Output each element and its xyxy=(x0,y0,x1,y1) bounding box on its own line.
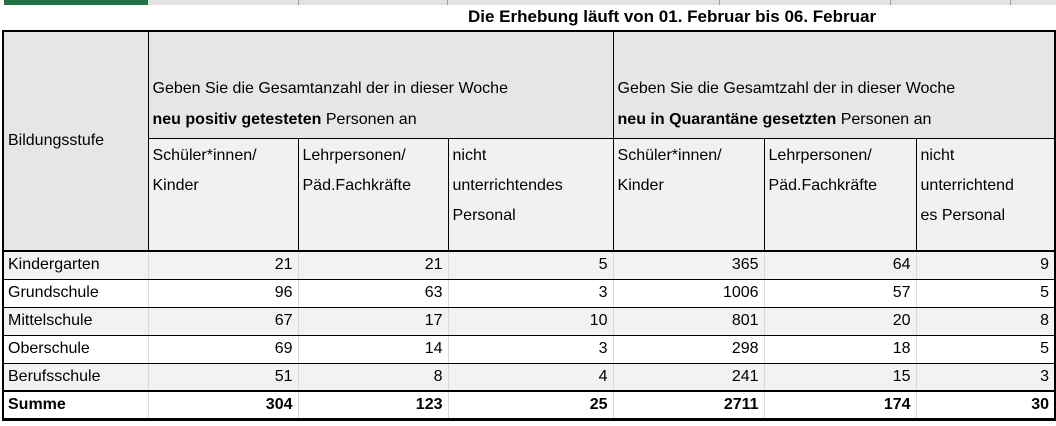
column-header-row: Schüler*innen/ Kinder Lehrpersonen/ Päd.… xyxy=(3,137,1056,252)
group-header-positive[interactable]: Geben Sie die Gesamtanzahl der in dieser… xyxy=(147,30,614,139)
col-header-students-quarantine[interactable]: Schüler*innen/ Kinder xyxy=(612,137,765,252)
total-value-cell[interactable]: 2711 xyxy=(612,390,765,420)
col-header-line: Kinder xyxy=(617,176,664,194)
value-cell[interactable]: 63 xyxy=(297,278,449,308)
column-gridline xyxy=(298,0,299,5)
value-cell[interactable]: 21 xyxy=(297,250,449,280)
col-header-line: Lehrpersonen/ xyxy=(302,146,406,164)
table-row-mittelschule: Mittelschule 67 17 10 801 20 8 xyxy=(2,306,1056,336)
data-table: Bildungsstufe Geben Sie die Gesamtanzahl… xyxy=(2,30,1056,421)
value-cell[interactable]: 5 xyxy=(915,334,1056,364)
table-row-berufsschule: Berufsschule 51 8 4 241 15 3 xyxy=(2,362,1056,392)
total-value-cell[interactable]: 304 xyxy=(147,390,299,420)
group-header-quarantine[interactable]: Geben Sie die Gesamtzahl der in dieser W… xyxy=(612,30,1056,139)
col-header-teachers-positive[interactable]: Lehrpersonen/ Päd.Fachkräfte xyxy=(297,137,449,252)
table-row-grundschule: Grundschule 96 63 3 1006 57 5 xyxy=(2,278,1056,308)
group-header-positive-bold: neu positiv getesteten xyxy=(152,110,322,128)
col-header-line: Kinder xyxy=(152,176,199,194)
value-cell[interactable]: 14 xyxy=(297,334,449,364)
row-label[interactable]: Mittelschule xyxy=(2,306,149,336)
value-cell[interactable]: 10 xyxy=(447,306,614,336)
column-gridline xyxy=(1010,0,1011,5)
col-header-line: Lehrpersonen/ xyxy=(768,146,872,164)
value-cell[interactable]: 51 xyxy=(147,362,299,392)
col-header-line: nicht xyxy=(920,146,955,164)
group-header-row: Bildungsstufe Geben Sie die Gesamtanzahl… xyxy=(2,30,1056,252)
header-bildungsstufe-label: Bildungsstufe xyxy=(8,132,105,149)
value-cell[interactable]: 9 xyxy=(915,250,1056,280)
value-cell[interactable]: 57 xyxy=(763,278,917,308)
col-header-line: es Personal xyxy=(920,206,1006,224)
header-bildungsstufe[interactable]: Bildungsstufe xyxy=(2,30,149,252)
group-header-quarantine-line1: Geben Sie die Gesamtzahl der in dieser W… xyxy=(617,79,956,97)
green-cell-remnant[interactable] xyxy=(4,0,148,5)
value-cell[interactable]: 17 xyxy=(297,306,449,336)
col-header-line: Personal xyxy=(452,206,516,224)
value-cell[interactable]: 21 xyxy=(147,250,299,280)
group-header-quarantine-rest: Personen an xyxy=(836,110,932,128)
column-gridline xyxy=(719,0,720,5)
value-cell[interactable]: 4 xyxy=(447,362,614,392)
value-cell[interactable]: 298 xyxy=(612,334,765,364)
value-cell[interactable]: 3 xyxy=(915,362,1056,392)
table-row-oberschule: Oberschule 69 14 3 298 18 5 xyxy=(2,334,1056,364)
col-header-line: nicht xyxy=(452,146,487,164)
value-cell[interactable]: 69 xyxy=(147,334,299,364)
col-header-line: Schüler*innen/ xyxy=(617,146,722,164)
value-cell[interactable]: 8 xyxy=(297,362,449,392)
col-header-line: Päd.Fachkräfte xyxy=(768,176,878,194)
row-label[interactable]: Oberschule xyxy=(2,334,149,364)
group-header-positive-line2: neu positiv getesteten Personen an xyxy=(153,104,611,135)
top-row-cells xyxy=(148,0,1056,5)
col-header-line: unterrichtend xyxy=(920,176,1014,194)
value-cell[interactable]: 3 xyxy=(447,278,614,308)
total-label[interactable]: Summe xyxy=(2,390,149,420)
total-value-cell[interactable]: 25 xyxy=(447,390,614,420)
value-cell[interactable]: 801 xyxy=(612,306,765,336)
value-cell[interactable]: 8 xyxy=(915,306,1056,336)
value-cell[interactable]: 3 xyxy=(447,334,614,364)
value-cell[interactable]: 64 xyxy=(763,250,917,280)
group-header-positive-line1: Geben Sie die Gesamtanzahl der in dieser… xyxy=(152,79,508,97)
col-header-staff-quarantine[interactable]: nicht unterrichtend es Personal xyxy=(915,137,1056,252)
value-cell[interactable]: 67 xyxy=(147,306,299,336)
col-header-teachers-quarantine[interactable]: Lehrpersonen/ Päd.Fachkräfte xyxy=(763,137,917,252)
col-header-line: Päd.Fachkräfte xyxy=(302,176,412,194)
group-header-quarantine-line2: neu in Quarantäne gesetzten Personen an xyxy=(618,104,1053,135)
group-header-quarantine-bold: neu in Quarantäne gesetzten xyxy=(617,110,837,128)
row-label[interactable]: Kindergarten xyxy=(2,250,149,280)
value-cell[interactable]: 96 xyxy=(147,278,299,308)
col-header-staff-positive[interactable]: nicht unterrichtendes Personal xyxy=(447,137,614,252)
value-cell[interactable]: 1006 xyxy=(612,278,765,308)
top-row-remnant xyxy=(0,0,1056,5)
col-header-students-positive[interactable]: Schüler*innen/ Kinder xyxy=(147,137,299,252)
row-label[interactable]: Berufsschule xyxy=(2,362,149,392)
group-header-positive-rest: Personen an xyxy=(321,110,417,128)
column-gridline xyxy=(890,0,891,5)
total-value-cell[interactable]: 174 xyxy=(763,390,917,420)
total-value-cell[interactable]: 123 xyxy=(297,390,449,420)
value-cell[interactable]: 15 xyxy=(763,362,917,392)
value-cell[interactable]: 18 xyxy=(763,334,917,364)
total-value-cell[interactable]: 30 xyxy=(915,390,1056,420)
value-cell[interactable]: 20 xyxy=(763,306,917,336)
table-row-summe: Summe 304 123 25 2711 174 30 xyxy=(2,390,1056,420)
value-cell[interactable]: 5 xyxy=(447,250,614,280)
value-cell[interactable]: 365 xyxy=(612,250,765,280)
col-header-line: Schüler*innen/ xyxy=(152,146,257,164)
row-label[interactable]: Grundschule xyxy=(2,278,149,308)
value-cell[interactable]: 5 xyxy=(915,278,1056,308)
col-header-line: unterrichtendes xyxy=(452,176,563,194)
value-cell[interactable]: 241 xyxy=(612,362,765,392)
survey-period-title[interactable]: Die Erhebung läuft von 01. Februar bis 0… xyxy=(468,7,877,26)
column-gridline xyxy=(447,0,448,5)
table-row-kindergarten: Kindergarten 21 21 5 365 64 9 xyxy=(2,250,1056,280)
